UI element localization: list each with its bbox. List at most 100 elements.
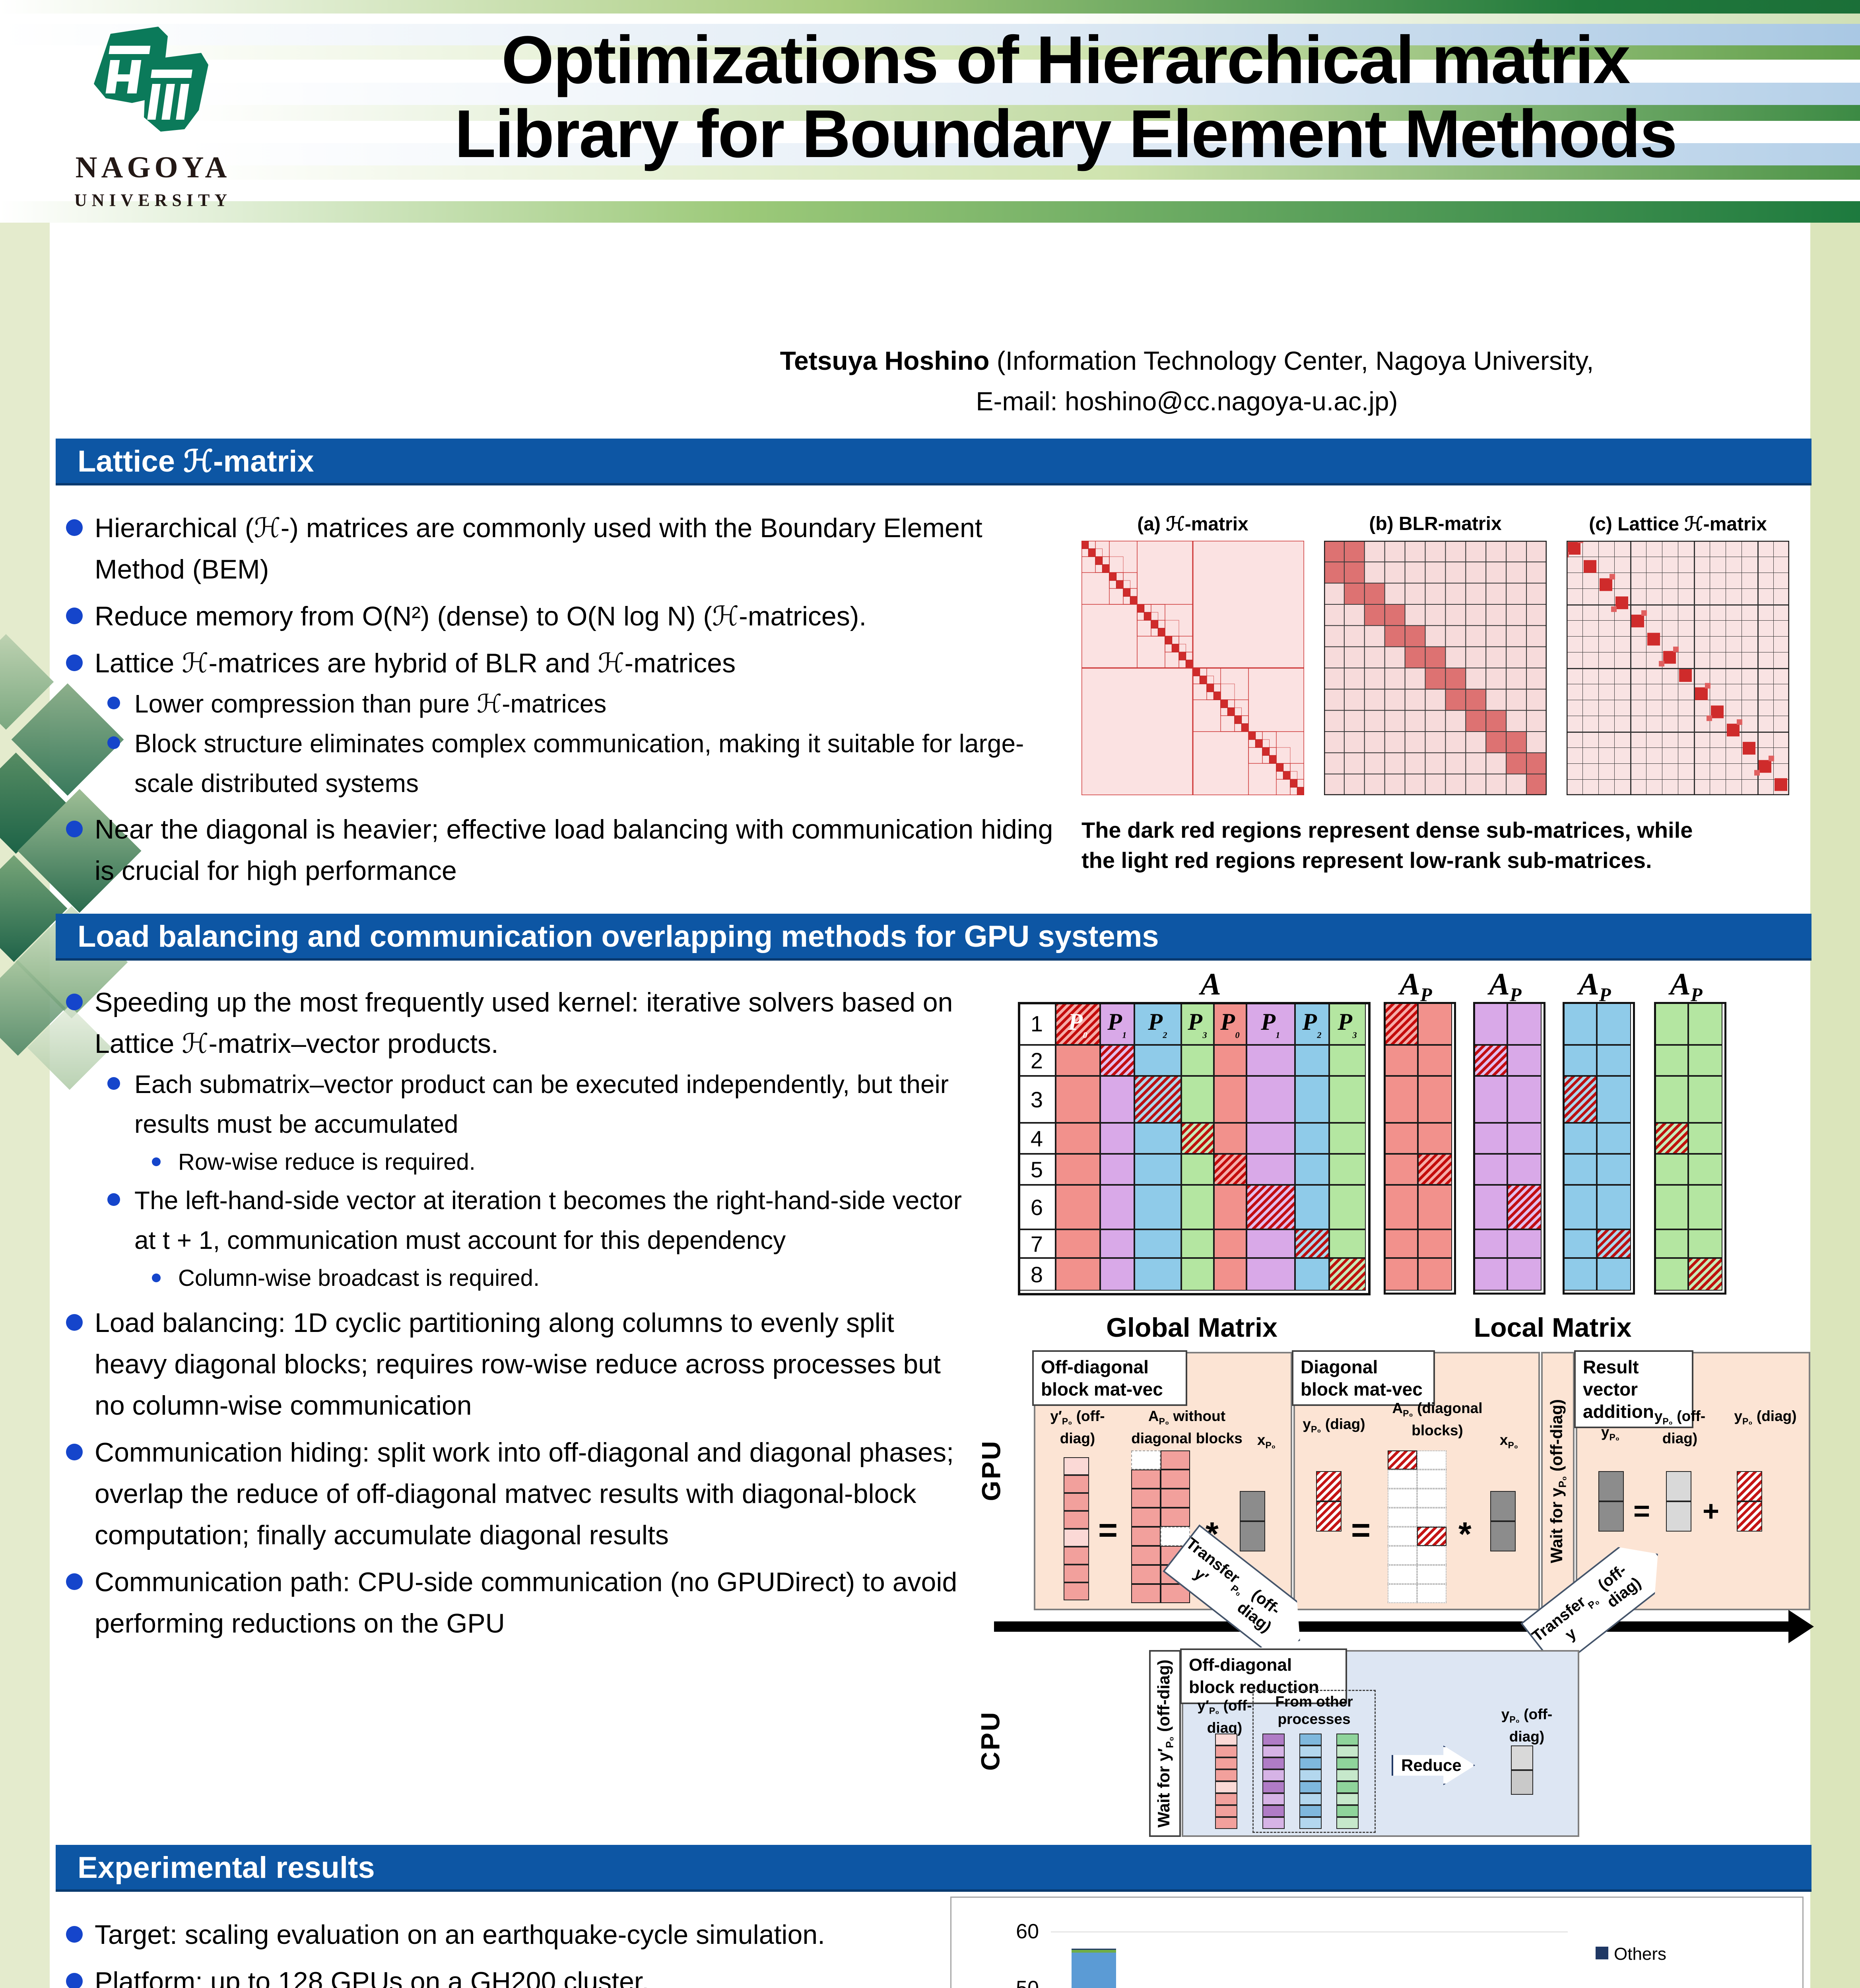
grid-cell [1131, 1489, 1161, 1508]
legend-label: Others [1614, 1944, 1667, 1964]
local-matrix-cell [1597, 1258, 1631, 1291]
stacked-bar-segment [1072, 1953, 1116, 1988]
bullet-dot-icon [152, 1274, 161, 1282]
grid-cell [1417, 1489, 1446, 1508]
vector-cell [1299, 1734, 1322, 1745]
local-matrix-border [1654, 1002, 1726, 1295]
vector-cell [1262, 1757, 1285, 1769]
matrix-cell [1329, 1229, 1366, 1258]
vector-cell [1215, 1745, 1237, 1757]
plus-op: + [1703, 1495, 1720, 1527]
matrix-cell [1056, 1123, 1100, 1154]
matrix-cell [1214, 1154, 1246, 1185]
grid-cell [1131, 1527, 1161, 1546]
matrix-cell [1295, 1123, 1329, 1154]
bullet-text: Each submatrix–vector product can be exe… [134, 1070, 949, 1138]
bullet-item: Lower compression than pure ℋ-matrices [103, 684, 1066, 724]
local-matrix-cell [1384, 1258, 1418, 1291]
vector-cell [1336, 1769, 1359, 1781]
matrix-cell [1100, 1258, 1134, 1291]
a-without-label: AP₀ without diagonal blocks [1131, 1408, 1243, 1447]
local-matrix-cell [1418, 1045, 1452, 1076]
local-matrix-cell [1473, 1045, 1507, 1076]
right-strip [1810, 223, 1860, 1988]
y-tick: 50 [995, 1976, 1039, 1988]
matrix-cell [1295, 1076, 1329, 1123]
header-stripe [0, 14, 1860, 24]
vector-cell [1064, 1457, 1089, 1475]
local-matrix-cell [1563, 1045, 1597, 1076]
vector-cell [1336, 1734, 1359, 1745]
matrix-cell [1100, 1123, 1134, 1154]
local-matrix-cell [1688, 1045, 1722, 1076]
bullet-dot-icon [107, 1193, 120, 1206]
logo-university-text: UNIVERSITY [74, 190, 232, 210]
matrix-cell [1329, 1076, 1366, 1123]
header-stripe [0, 121, 1860, 143]
nagoya-logo: NAGOYA UNIVERSITY [60, 19, 247, 226]
proc-label: P₁ [1261, 1009, 1281, 1039]
result-addition-title: Result vector addition [1574, 1350, 1693, 1428]
matrix-cell [1181, 1229, 1214, 1258]
bullet-text: Target: scaling evaluation on an earthqu… [95, 1920, 825, 1950]
author-affiliation: (Information Technology Center, Nagoya U… [989, 346, 1594, 375]
header-stripe [0, 165, 1860, 180]
header-stripe [0, 24, 1860, 45]
stacked-bar-segment [1072, 1949, 1116, 1950]
vector-cell [1064, 1475, 1089, 1493]
local-matrix-cell [1688, 1076, 1722, 1123]
local-matrix-cell [1507, 1229, 1542, 1258]
grid-cell [1161, 1450, 1190, 1470]
local-matrix-cell [1507, 1076, 1542, 1123]
poster-title-line2: Library for Boundary Element Methods [454, 96, 1677, 172]
local-matrix-cell [1563, 1154, 1597, 1185]
vector-cell [1336, 1745, 1359, 1757]
vector-cell [1299, 1793, 1322, 1805]
section3-bullets: Target: scaling evaluation on an earthqu… [64, 1908, 950, 1988]
left-strip [0, 223, 50, 1988]
vector-cell [1737, 1471, 1762, 1501]
matrix-cell [1056, 1154, 1100, 1185]
fig-abc-caption: The dark red regions represent dense sub… [1081, 815, 1797, 876]
matrix-cell [1181, 1154, 1214, 1185]
local-matrix-border [1563, 1002, 1635, 1295]
matrix-cell [1246, 1154, 1295, 1185]
vector-cell [1240, 1521, 1265, 1551]
matrix-cell [1295, 1045, 1329, 1076]
vector-cell [1316, 1471, 1342, 1501]
nagoya-emblem-icon [94, 27, 208, 132]
a-diag-label: AP₀ (diagonal blocks) [1392, 1400, 1483, 1439]
local-matrix-cell [1688, 1123, 1722, 1154]
proc-label: P₀ [1068, 1009, 1088, 1039]
matrix-cell [1056, 1258, 1100, 1291]
x-vec-label2: xP₀ [1499, 1432, 1518, 1450]
matrix-cell [1181, 1258, 1214, 1291]
vector-cell [1262, 1805, 1285, 1817]
bullet-item: Lattice ℋ-matrices are hybrid of BLR and… [64, 643, 1066, 684]
local-matrix-cell [1418, 1123, 1452, 1154]
local-matrix-cell [1418, 1076, 1452, 1123]
proc-label: P₃ [1338, 1009, 1357, 1039]
local-matrix-cell [1473, 1185, 1507, 1229]
matrix-cell [1181, 1123, 1214, 1154]
section1-header: Lattice ℋ-matrix [56, 439, 1811, 485]
proc-label: P₂ [1302, 1009, 1322, 1039]
local-matrix-border [1473, 1002, 1545, 1295]
bullet-text: Platform: up to 128 GPUs on a GH200 clus… [95, 1967, 649, 1988]
times-op2: * [1458, 1515, 1472, 1553]
bullet-dot-icon [107, 736, 120, 749]
vector-cell [1666, 1471, 1691, 1501]
bullet-text: Reduce memory from O(N²) (dense) to O(N … [95, 601, 867, 631]
grid-cell [1388, 1450, 1417, 1470]
local-matrix-cell [1597, 1002, 1631, 1045]
local-matrix-caption: Local Matrix [1474, 1312, 1632, 1343]
fig-abc-caption-line2: the light red regions represent low-rank… [1081, 848, 1652, 873]
vector-cell [1064, 1529, 1089, 1547]
bullet-item: Hierarchical (ℋ-) matrices are commonly … [64, 507, 1066, 590]
grid-cell [1161, 1489, 1190, 1508]
header-stripe [0, 45, 1860, 60]
vector-cell [1490, 1521, 1516, 1551]
from-other-label: From other processes [1275, 1693, 1353, 1727]
grid-cell [1417, 1450, 1446, 1470]
